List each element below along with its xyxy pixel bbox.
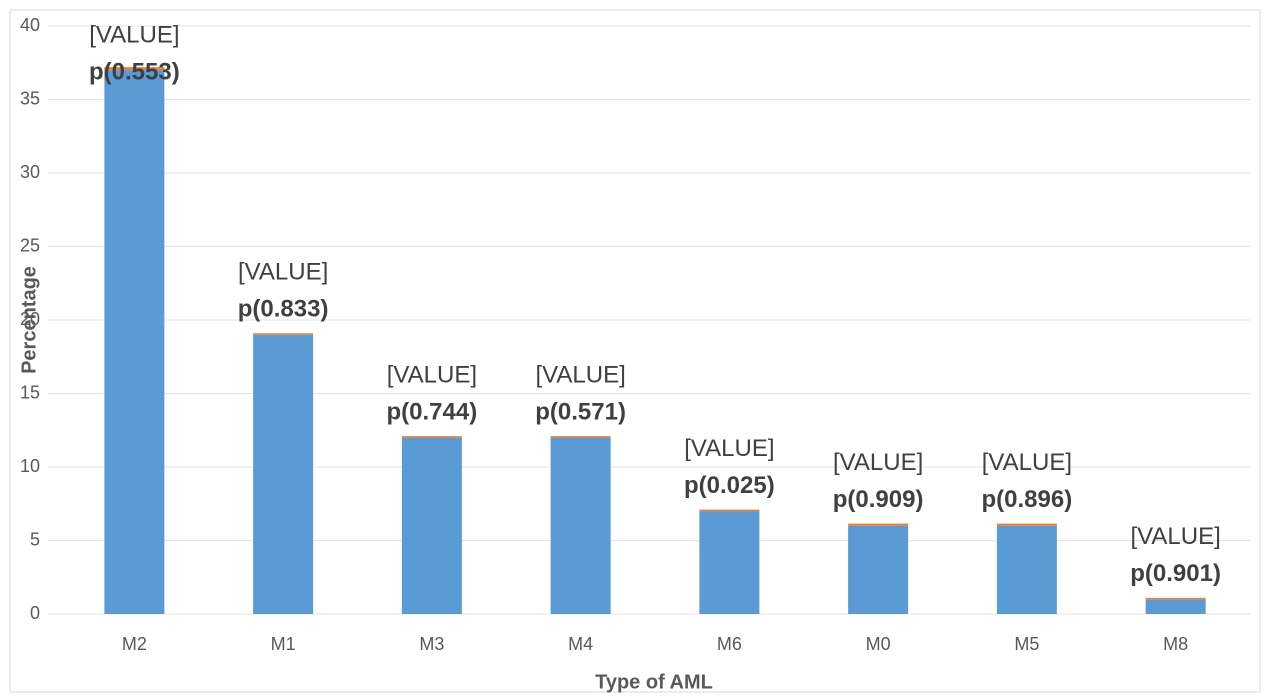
bar — [848, 523, 909, 526]
annotation: [VALUE] — [982, 449, 1072, 476]
y-tick-label: 5 — [30, 529, 40, 549]
x-axis-title: Type of AML — [595, 671, 713, 693]
annotation: [VALUE] — [89, 21, 179, 48]
x-tick-label: M5 — [1014, 634, 1039, 654]
x-tick-label: M1 — [271, 634, 296, 654]
x-tick-label: M0 — [866, 634, 891, 654]
y-tick-label: 15 — [20, 382, 40, 402]
y-tick-label: 35 — [20, 88, 40, 108]
y-tick-label: 20 — [20, 309, 40, 329]
y-tick-label: 40 — [20, 15, 40, 35]
bar — [253, 333, 314, 335]
bar — [253, 334, 314, 614]
y-tick-label: 0 — [30, 603, 40, 623]
annotation-p: p(0.025) — [684, 472, 775, 499]
annotation-p: p(0.553) — [89, 58, 180, 85]
annotation-p: p(0.901) — [1130, 560, 1221, 587]
bar — [104, 70, 165, 615]
annotation: [VALUE] — [238, 259, 328, 286]
y-axis-title: Percentage — [18, 266, 40, 374]
annotation-p: p(0.909) — [833, 486, 924, 513]
y-tick-label: 25 — [20, 235, 40, 255]
x-tick-label: M3 — [419, 634, 444, 654]
bar — [550, 436, 611, 438]
y-tick-label: 30 — [20, 162, 40, 182]
bar — [1145, 599, 1206, 614]
x-tick-label: M2 — [122, 634, 147, 654]
y-tick-label: 10 — [20, 456, 40, 476]
annotation: [VALUE] — [387, 361, 477, 388]
annotation: [VALUE] — [684, 435, 774, 462]
annotation: [VALUE] — [1130, 523, 1220, 550]
x-tick-label: M6 — [717, 634, 742, 654]
bar — [699, 511, 760, 614]
bar — [550, 437, 611, 614]
annotation: [VALUE] — [833, 449, 923, 476]
bar — [1145, 597, 1206, 600]
bar — [699, 509, 760, 512]
chart-border — [9, 9, 1261, 693]
annotation-p: p(0.896) — [982, 486, 1073, 513]
annotation-p: p(0.571) — [535, 398, 626, 425]
bar — [996, 523, 1057, 526]
bar — [401, 436, 462, 438]
x-tick-label: M8 — [1163, 634, 1188, 654]
bar — [996, 525, 1057, 614]
bar — [848, 525, 909, 614]
x-tick-label: M4 — [568, 634, 593, 654]
annotation-p: p(0.744) — [387, 398, 478, 425]
annotation: [VALUE] — [535, 361, 625, 388]
annotation-p: p(0.833) — [238, 296, 329, 323]
bar — [401, 437, 462, 614]
bar — [104, 67, 165, 71]
